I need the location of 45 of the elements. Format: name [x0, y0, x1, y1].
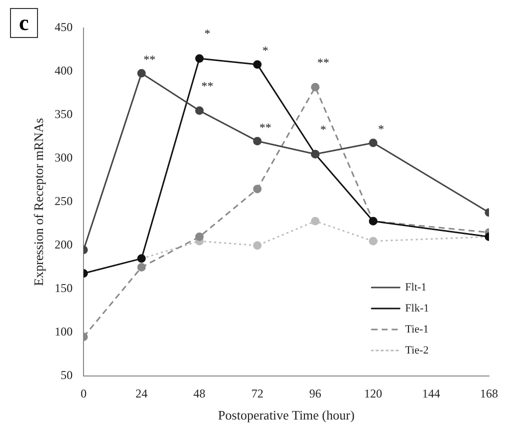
- point: [195, 232, 204, 242]
- x-tick-label: 96: [309, 386, 322, 400]
- y-tick-label: 300: [54, 150, 73, 165]
- y-tick-label: 450: [54, 20, 73, 34]
- annotation: **: [259, 120, 272, 134]
- point: [253, 241, 262, 250]
- annotation: *: [320, 122, 326, 136]
- x-tick-label: 48: [193, 386, 206, 400]
- y-tick-label: 200: [54, 238, 73, 252]
- point: [195, 106, 204, 115]
- y-tick-label: 50: [60, 368, 73, 382]
- annotation: **: [201, 78, 214, 93]
- text: c: [10, 8, 38, 38]
- legend-label: Flk-1: [405, 302, 430, 314]
- x-tick-label: 24: [136, 386, 148, 400]
- point: [195, 54, 204, 63]
- x-tick-label: 168: [480, 386, 498, 400]
- x-axis-title: Postoperative Time (hour): [218, 408, 355, 423]
- point: [137, 68, 146, 78]
- point: [368, 236, 378, 246]
- annotation: *: [204, 26, 210, 41]
- legend-label: Tie-2: [405, 344, 429, 356]
- point: [137, 263, 146, 272]
- x-tick-label: 120: [364, 386, 382, 400]
- y-tick-label: 250: [54, 194, 73, 208]
- x-tick-label: 0: [80, 386, 87, 400]
- x-tick-label: 144: [422, 386, 440, 400]
- legend-label: Tie-1: [405, 323, 429, 336]
- point: [368, 138, 378, 148]
- point: [311, 82, 320, 92]
- y-tick-label: 100: [54, 324, 73, 339]
- point: [253, 136, 262, 146]
- annotation: *: [378, 122, 384, 136]
- point: [253, 184, 262, 194]
- x-tick-label: 72: [251, 386, 264, 400]
- y-tick-label: 150: [54, 281, 73, 296]
- annotation: **: [144, 52, 156, 66]
- legend-label: Flt-1: [405, 281, 427, 294]
- annotation: **: [317, 55, 330, 70]
- y-tick-label: 350: [54, 107, 73, 122]
- y-axis-title: Expression of Receptor mRNAs: [31, 118, 46, 286]
- annotation: *: [262, 44, 268, 58]
- point: [253, 60, 262, 69]
- y-tick-label: 400: [54, 64, 73, 78]
- point: [311, 216, 320, 226]
